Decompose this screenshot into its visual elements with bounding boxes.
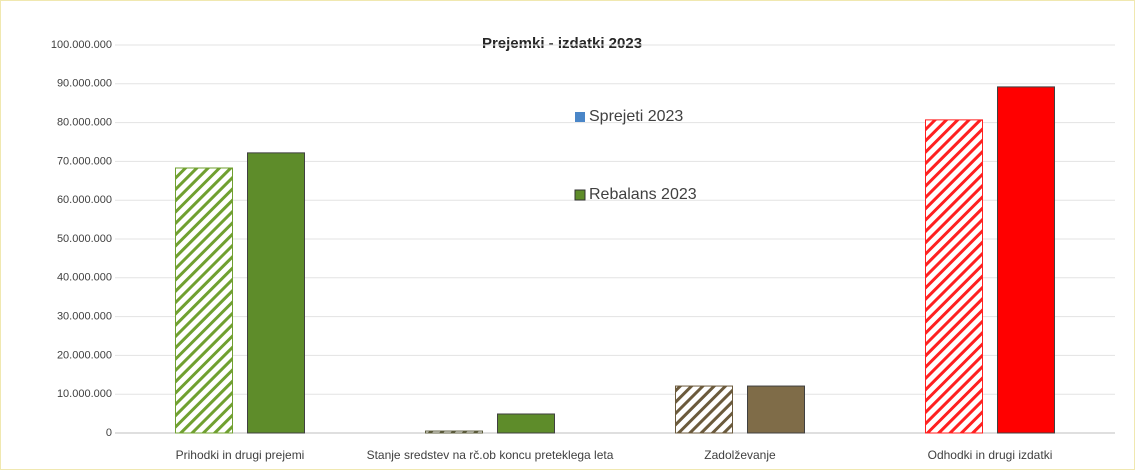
chart-title: Prejemki - izdatki 2023 [482, 35, 642, 52]
y-tick-label: 30.000.000 [57, 311, 112, 323]
y-tick-label: 90.000.000 [57, 78, 112, 90]
x-tick-label: Prihodki in drugi prejemi [176, 448, 305, 462]
bar [925, 119, 983, 434]
x-tick-label: Odhodki in drugi izdatki [928, 448, 1053, 462]
y-tick-label: 70.000.000 [57, 155, 112, 167]
y-tick-label: 10.000.000 [57, 388, 112, 400]
x-tick-label: Stanje sredstev na rč.ob koncu pretekleg… [367, 448, 614, 462]
y-tick-label: 50.000.000 [57, 233, 112, 245]
bar [247, 152, 305, 434]
legend-label: Sprejeti 2023 [589, 108, 683, 125]
bar [175, 167, 233, 434]
legend-swatch [575, 112, 585, 122]
y-tick-label: 0 [106, 427, 112, 439]
bar [425, 430, 483, 434]
legend-label: Rebalans 2023 [589, 186, 697, 203]
bar [997, 86, 1055, 434]
bar [497, 413, 555, 434]
y-tick-label: 20.000.000 [57, 349, 112, 361]
bar [747, 385, 805, 434]
y-tick-label: 80.000.000 [57, 117, 112, 129]
y-tick-label: 100.000.000 [51, 39, 112, 51]
y-tick-label: 40.000.000 [57, 272, 112, 284]
legend-swatch [574, 189, 586, 201]
y-tick-label: 60.000.000 [57, 194, 112, 206]
x-tick-label: Zadolževanje [704, 448, 776, 462]
bar [675, 385, 733, 434]
